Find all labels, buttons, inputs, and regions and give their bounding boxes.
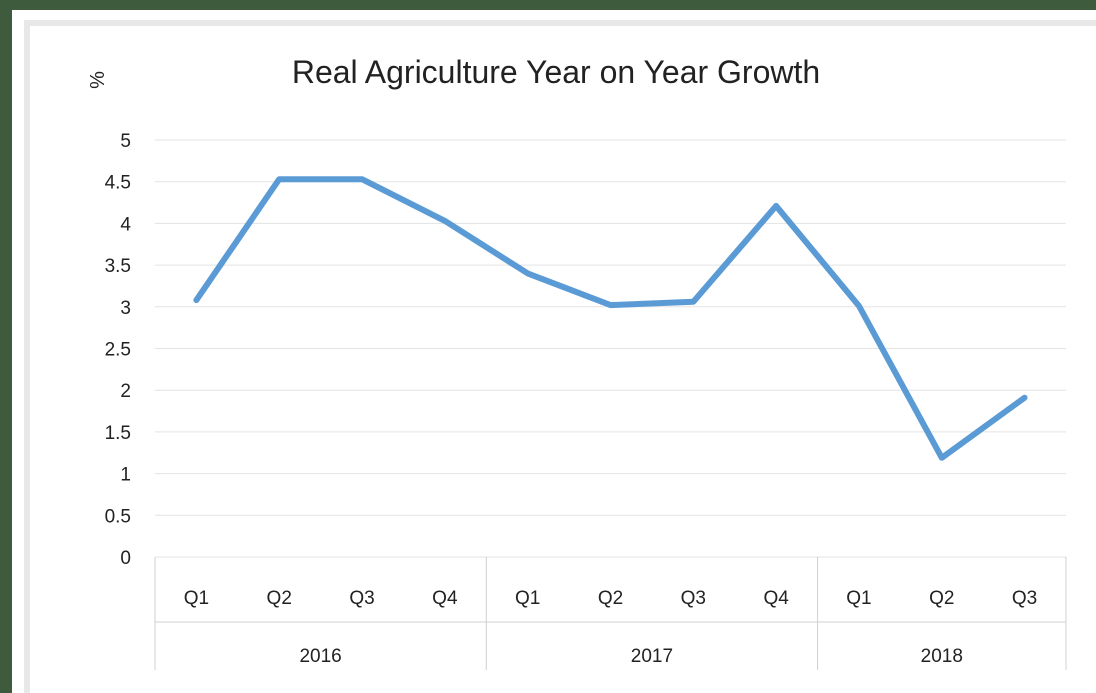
x-axis-categories: Q1 Q2 Q3 Q4 Q1 Q2 Q3 Q4 Q1 Q2 Q3 2016 2017 2018 — [154, 557, 1067, 670]
x-tick-label: Q1 — [846, 588, 871, 609]
x-group-label: 2018 — [921, 646, 963, 667]
x-tick-label: Q2 — [267, 588, 292, 609]
y-tick-label: 4 — [120, 214, 131, 235]
x-tick-label: Q3 — [349, 588, 374, 609]
data-point — [361, 178, 363, 180]
y-tick-label: 5 — [120, 131, 131, 152]
x-tick-label: Q2 — [929, 588, 954, 609]
y-tick-label: 3 — [120, 298, 131, 319]
series-layer — [193, 176, 1028, 461]
data-point — [278, 178, 280, 180]
y-axis-ticks: 0 0.5 1 1.5 2 2.5 3 3.5 4 4.5 5 — [105, 131, 132, 569]
chart-title: Real Agriculture Year on Year Growth — [292, 54, 820, 90]
x-tick-label: Q4 — [763, 588, 789, 609]
x-group-label: 2017 — [631, 646, 673, 667]
data-point — [692, 301, 694, 303]
y-tick-label: 4.5 — [105, 173, 131, 194]
x-tick-label: Q1 — [184, 588, 209, 609]
x-tick-label: Q1 — [515, 588, 540, 609]
y-tick-label: 2 — [120, 381, 131, 402]
data-point — [444, 220, 446, 222]
x-group-label: 2016 — [299, 646, 341, 667]
gridlines — [155, 139, 1066, 558]
series-line-0 — [193, 176, 1028, 461]
x-tick-label: Q3 — [681, 588, 706, 609]
y-tick-label: 1.5 — [105, 423, 131, 444]
y-tick-label: 0 — [120, 548, 131, 569]
data-point — [527, 272, 529, 274]
y-tick-label: 0.5 — [105, 506, 131, 527]
y-tick-label: 2.5 — [105, 340, 131, 361]
y-axis-unit-label: % — [87, 71, 109, 89]
data-point — [775, 205, 777, 207]
data-point — [1024, 397, 1026, 399]
x-tick-label: Q3 — [1012, 588, 1037, 609]
data-point — [610, 304, 611, 306]
data-point — [195, 299, 197, 301]
chart-inner-border — [24, 20, 1096, 693]
x-tick-label: Q2 — [598, 588, 623, 609]
y-tick-label: 1 — [120, 465, 131, 486]
data-point — [941, 457, 943, 459]
y-tick-label: 3.5 — [105, 256, 131, 277]
data-point — [858, 305, 860, 307]
x-tick-label: Q4 — [432, 588, 458, 609]
